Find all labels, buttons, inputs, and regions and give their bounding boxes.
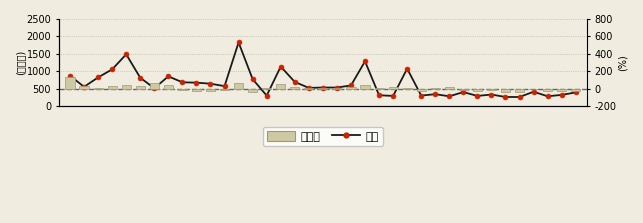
Bar — [417, 89, 426, 91]
Bar — [431, 88, 440, 89]
Bar — [304, 88, 313, 89]
Bar — [192, 89, 201, 91]
Bar — [136, 86, 145, 89]
Bar — [248, 89, 257, 92]
Bar — [276, 84, 285, 89]
Bar — [332, 88, 341, 89]
Bar — [403, 88, 412, 89]
Bar — [361, 85, 370, 89]
Bar — [318, 88, 327, 89]
Bar — [347, 87, 356, 89]
Bar — [206, 89, 215, 91]
Bar — [501, 89, 510, 92]
Bar — [374, 88, 384, 89]
Bar — [487, 89, 496, 90]
Legend: 동월비, 금액: 동월비, 금액 — [263, 127, 383, 146]
Bar — [262, 88, 271, 89]
Bar — [122, 85, 131, 89]
Bar — [571, 89, 580, 91]
Bar — [66, 77, 75, 89]
Bar — [445, 87, 454, 89]
Bar — [178, 89, 187, 90]
Bar — [459, 89, 468, 90]
Bar — [557, 89, 566, 91]
Bar — [80, 86, 89, 89]
Bar — [543, 89, 552, 91]
Bar — [107, 86, 117, 89]
Bar — [290, 87, 300, 89]
Bar — [473, 89, 482, 91]
Bar — [220, 89, 229, 90]
Bar — [515, 89, 524, 92]
Y-axis label: (십억원): (십억원) — [15, 50, 25, 75]
Bar — [93, 88, 103, 89]
Bar — [234, 83, 243, 89]
Bar — [150, 83, 159, 89]
Y-axis label: (%): (%) — [618, 54, 628, 71]
Bar — [164, 85, 173, 89]
Bar — [388, 87, 397, 89]
